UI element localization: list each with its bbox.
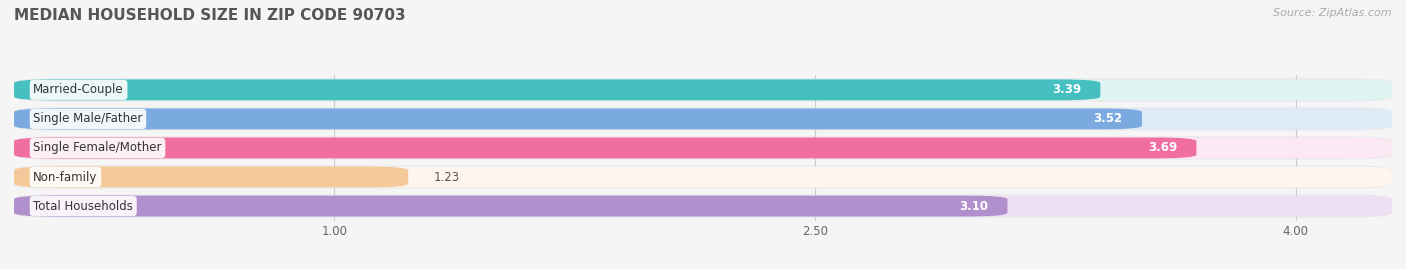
Text: Non-family: Non-family <box>34 171 97 183</box>
Text: 3.10: 3.10 <box>959 200 988 213</box>
FancyBboxPatch shape <box>14 167 408 187</box>
FancyBboxPatch shape <box>14 136 1392 160</box>
Text: 3.52: 3.52 <box>1094 112 1123 125</box>
FancyBboxPatch shape <box>14 165 1392 189</box>
FancyBboxPatch shape <box>14 167 1392 187</box>
Text: MEDIAN HOUSEHOLD SIZE IN ZIP CODE 90703: MEDIAN HOUSEHOLD SIZE IN ZIP CODE 90703 <box>14 8 406 23</box>
Text: 1.23: 1.23 <box>434 171 460 183</box>
FancyBboxPatch shape <box>14 137 1392 158</box>
FancyBboxPatch shape <box>14 107 1392 130</box>
FancyBboxPatch shape <box>14 78 1392 101</box>
Text: Single Male/Father: Single Male/Father <box>34 112 142 125</box>
FancyBboxPatch shape <box>14 108 1392 129</box>
Text: 3.69: 3.69 <box>1147 141 1177 154</box>
Text: Single Female/Mother: Single Female/Mother <box>34 141 162 154</box>
FancyBboxPatch shape <box>14 108 1142 129</box>
FancyBboxPatch shape <box>14 79 1101 100</box>
FancyBboxPatch shape <box>14 196 1392 217</box>
FancyBboxPatch shape <box>14 196 1008 217</box>
Text: Total Households: Total Households <box>34 200 134 213</box>
Text: 3.39: 3.39 <box>1052 83 1081 96</box>
Text: Married-Couple: Married-Couple <box>34 83 124 96</box>
FancyBboxPatch shape <box>14 137 1197 158</box>
Text: Source: ZipAtlas.com: Source: ZipAtlas.com <box>1274 8 1392 18</box>
FancyBboxPatch shape <box>14 79 1392 100</box>
FancyBboxPatch shape <box>14 194 1392 218</box>
